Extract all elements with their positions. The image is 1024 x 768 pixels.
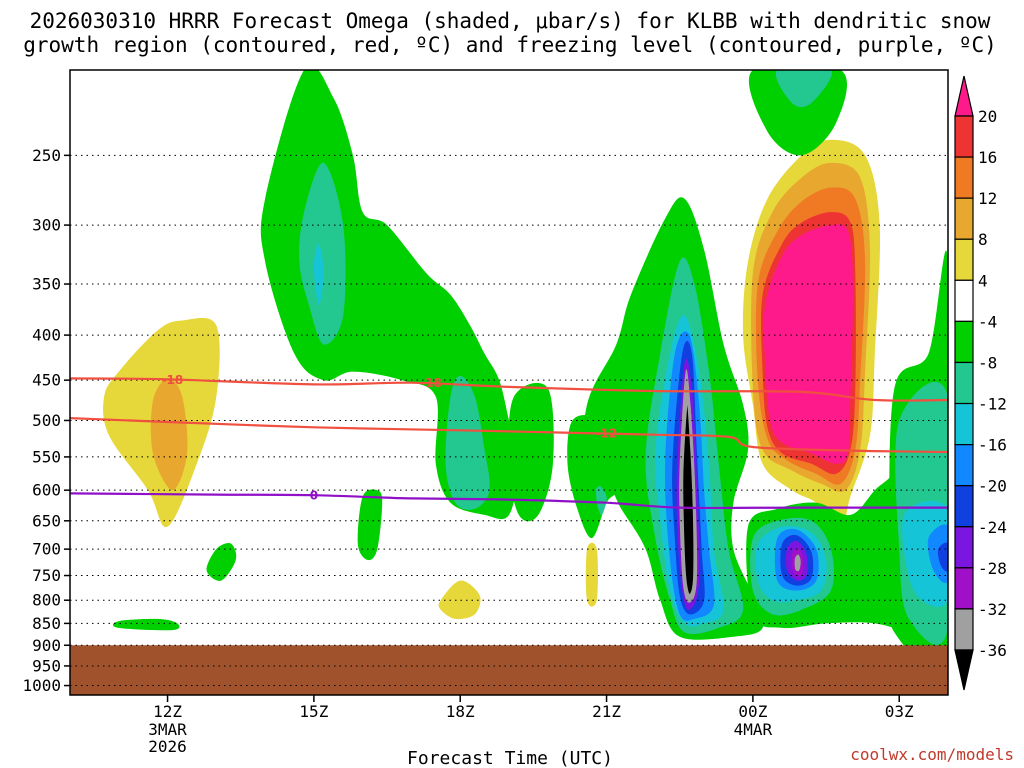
- colorbar-top-arrow: [954, 75, 974, 117]
- contour-freezing-level: [70, 492, 948, 510]
- omega-region-15: [585, 542, 598, 607]
- y-tick-label-1000: 1000: [22, 676, 61, 695]
- y-tick-label-650: 650: [32, 511, 61, 530]
- contour-dgz-warm: [70, 417, 948, 454]
- contour-label-freezing-level-4: 0: [310, 489, 318, 503]
- omega-region-8: [357, 489, 383, 561]
- x-tick-label-18Z: 18Z: [446, 702, 475, 721]
- contour-label-dgz-warm-3: -12: [596, 427, 618, 441]
- omega-region-42: [748, 70, 848, 156]
- colorbar-label-16: 16: [978, 148, 997, 167]
- colorbar-label--20: -20: [978, 477, 1007, 496]
- colorbar-box-6: [954, 320, 974, 364]
- omega-region-39: [902, 500, 948, 607]
- colorbar-box-5: [954, 279, 974, 322]
- colorbar-box-13: [954, 608, 974, 651]
- colorbar-box-3: [954, 197, 974, 240]
- y-tick-label-700: 700: [32, 540, 61, 559]
- x-tick-label-00Z: 00Z: [738, 702, 767, 721]
- omega-region-4: [299, 162, 346, 345]
- below-ground-region: [70, 645, 948, 695]
- colorbar-label-20: 20: [978, 107, 997, 126]
- omega-region-13: [595, 483, 607, 515]
- y-tick-label-950: 950: [32, 656, 61, 675]
- y-tick-label-500: 500: [32, 411, 61, 430]
- colorbar-label--36: -36: [978, 641, 1007, 660]
- omega-region-7: [508, 382, 554, 522]
- colorbar-label-4: 4: [978, 271, 988, 290]
- y-tick-label-350: 350: [32, 275, 61, 294]
- colorbar-box-7: [954, 361, 974, 405]
- y-tick-label-750: 750: [32, 566, 61, 585]
- x-axis-title: Forecast Time (UTC): [407, 748, 613, 768]
- pressure-axis: 250 300 350 400 450 500 550 600 650 700 750 800 850 9…: [22, 146, 70, 695]
- contour-label-dgz-cold-2: -18: [420, 376, 442, 390]
- y-tick-label-550: 550: [32, 447, 61, 466]
- y-tick-label-900: 900: [32, 636, 61, 655]
- y-tick-label-300: 300: [32, 216, 61, 235]
- x-tick-label-21Z: 21Z: [592, 702, 621, 721]
- colorbar-bottom-arrow: [954, 649, 974, 691]
- x-tick-label-12Z: 12Z: [153, 702, 182, 721]
- temperature-contours: -18 -18 -12 0: [70, 373, 948, 510]
- omega-region-9: [206, 543, 237, 581]
- x-tick-label-03Z: 03Z: [885, 702, 914, 721]
- omega-region-11: [438, 580, 481, 620]
- colorbar-label-12: 12: [978, 189, 997, 208]
- omega-region-10: [112, 618, 180, 631]
- chart-title-line-1: 2026030310 HRRR Forecast Omega (shaded, …: [30, 9, 991, 33]
- plot-area: -18 -18 -12 0: [69, 69, 949, 696]
- colorbar-box-9: [954, 444, 974, 487]
- y-tick-label-450: 450: [32, 371, 61, 390]
- x-tick-date-12Z: 3MAR: [148, 720, 187, 739]
- colorbar-label--32: -32: [978, 600, 1007, 619]
- colorbar-box-12: [954, 567, 974, 610]
- x-tick-date-00Z: 4MAR: [734, 720, 773, 739]
- omega-region-23: [680, 394, 697, 598]
- omega-colorbar: 20 16 12 8 4 -4 -8 -12 -16 -20 -24 -28 -32 -36: [954, 75, 1007, 691]
- x-tick-label-15Z: 15Z: [299, 702, 328, 721]
- colorbar-label--16: -16: [978, 436, 1007, 455]
- colorbar-box-2: [954, 156, 974, 199]
- colorbar-label-8: 8: [978, 230, 988, 249]
- y-tick-label-800: 800: [32, 591, 61, 610]
- x-tick-year-12Z: 2026: [148, 737, 187, 756]
- colorbar-label--12: -12: [978, 395, 1007, 414]
- contour-label-dgz-cold-1: -18: [162, 373, 184, 387]
- omega-region-2: [150, 378, 188, 491]
- colorbar-box-11: [954, 526, 974, 569]
- plot-frame: [69, 69, 949, 696]
- colorbar-label--24: -24: [978, 518, 1007, 537]
- y-tick-label-250: 250: [32, 146, 61, 165]
- y-tick-label-600: 600: [32, 481, 61, 500]
- colorbar-label--4: -4: [978, 312, 997, 331]
- colorbar-box-1: [954, 115, 974, 158]
- y-tick-label-400: 400: [32, 326, 61, 345]
- colorbar-box-4: [954, 238, 974, 281]
- omega-region-43: [775, 70, 832, 108]
- colorbar-label--8: -8: [978, 353, 997, 372]
- omega-region-5: [313, 243, 324, 306]
- omega-region-36: [794, 554, 801, 572]
- omega-region-41: [937, 542, 948, 572]
- omega-region-6: [445, 375, 490, 510]
- y-tick-label-850: 850: [32, 614, 61, 633]
- chart-title-line-2: growth region (contoured, red, ºC) and f…: [23, 33, 997, 57]
- colorbar-box-10: [954, 485, 974, 528]
- contour-dgz-cold: [70, 377, 948, 402]
- colorbar-box-8: [954, 402, 974, 446]
- pressure-gridlines: [70, 154, 948, 687]
- colorbar-label--28: -28: [978, 559, 1007, 578]
- credit-text: coolwx.com/models: [850, 745, 1014, 764]
